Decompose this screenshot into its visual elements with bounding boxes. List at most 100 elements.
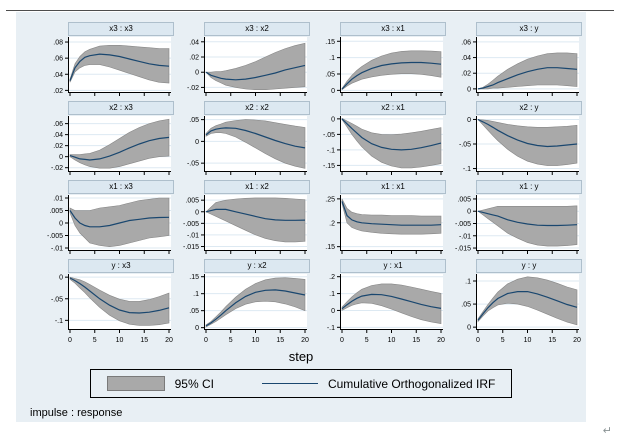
ci-swatch (106, 376, 165, 391)
y-tick-label: .005 (185, 198, 199, 205)
subplot-canvas: -.015 -.01 -.005 0 .005 (183, 195, 307, 254)
subplot-canvas: -.02 0 .02 .04 (187, 37, 307, 96)
y-tick-label: .01 (53, 196, 63, 203)
y-tick-label: .05 (325, 72, 335, 79)
y-tick-label: 0 (195, 139, 199, 146)
y-tick-label: -.05 (323, 132, 335, 139)
y-tick-label: -.05 (459, 142, 471, 149)
paragraph-return-mark: ↵ (602, 425, 612, 437)
y-tick-label: .06 (53, 56, 63, 63)
subplot-title: y : x2 (204, 259, 310, 273)
x-tick-label: 0 (204, 337, 208, 344)
y-tick-label: .06 (53, 121, 63, 128)
y-tick-label: -.01 (459, 233, 471, 240)
subplot-canvas: -.01 -.005 0 .005 .01 (47, 195, 171, 254)
ci-band (477, 52, 578, 90)
irf-subplot: x2 : x1 -.15 -.1 -.05 0 (314, 101, 446, 176)
x-tick-label: 0 (476, 337, 480, 344)
subplot-title: x3 : x2 (204, 22, 310, 36)
irf-grid: x3 : x3.02.04.06.08 x3 : x2 -.02 0.02.04 x3 … (16, 12, 586, 346)
y-tick-label: -.05 (51, 296, 63, 303)
subplot-canvas: -.1 -.05 0 0 5 10 15 20 (51, 274, 173, 344)
irf-line (205, 289, 306, 327)
x-tick-label: 10 (524, 337, 532, 344)
irf-line (341, 201, 442, 226)
x-tick-label: 20 (165, 337, 173, 344)
irf-line (477, 67, 578, 90)
irf-line (69, 277, 170, 314)
subplot-title: y : y (476, 259, 582, 273)
y-tick-label: .02 (53, 143, 63, 150)
y-tick-label: .1 (193, 291, 199, 298)
subplot-title: x2 : y (476, 101, 582, 115)
x-tick-label: 15 (548, 337, 556, 344)
y-tick-label: 0 (331, 116, 335, 123)
subplot-title: x2 : x2 (204, 101, 310, 115)
irf-line (477, 291, 578, 321)
y-tick-label: 0 (59, 154, 63, 161)
x-tick-label: 15 (140, 337, 148, 344)
x-tick-label: 5 (365, 337, 369, 344)
ci-label: 95% CI (174, 376, 214, 391)
y-tick-label: 0 (331, 88, 335, 95)
ci-band (477, 276, 578, 326)
y-tick-label: .04 (189, 39, 199, 46)
irf-line (341, 61, 442, 90)
x-tick-label: 5 (501, 337, 505, 344)
subplot-canvas: .02 .04 .06 .08 (53, 37, 171, 96)
y-tick-label: -.005 (455, 221, 471, 228)
irf-line (477, 210, 578, 227)
subplot-canvas: 0 .02 .04 .06 (461, 37, 579, 96)
y-tick-label: 0 (195, 209, 199, 216)
y-tick-label: .15 (325, 244, 335, 251)
irf-figure: x3 : x3.02.04.06.08 x3 : x2 -.02 0.02.04 x3 … (16, 12, 586, 422)
subplot-title: x2 : x3 (68, 101, 174, 115)
y-tick-label: -.1 (463, 166, 471, 173)
subplot-title: x1 : x3 (68, 180, 174, 194)
y-tick-label: .02 (53, 88, 63, 95)
subplot-canvas: -.15 -.1 -.05 0 (323, 116, 443, 175)
y-tick-label: 0 (195, 325, 199, 332)
x-tick-label: 0 (340, 337, 344, 344)
subplot-canvas: -.02 0 .02 .04 .06 (51, 116, 171, 175)
y-tick-label: -.15 (323, 163, 335, 170)
irf-line (69, 136, 170, 161)
y-tick-label: .1 (465, 279, 471, 286)
irf-line (205, 127, 306, 149)
y-tick-label: .05 (189, 117, 199, 124)
ci-band (69, 276, 170, 326)
y-tick-label: .04 (461, 55, 471, 62)
irf-line (69, 53, 170, 81)
x-tick-label: 10 (388, 337, 396, 344)
subplot-title: x3 : x1 (340, 22, 446, 36)
irf-line (477, 118, 578, 148)
y-tick-label: 0 (467, 86, 471, 93)
irf-line (69, 210, 170, 228)
irf-subplot: x2 : x2 -.05 0 .05 (178, 101, 310, 176)
subplot-title: y : x1 (340, 259, 446, 273)
y-tick-label: -.1 (327, 325, 335, 332)
x-tick-label: 0 (68, 337, 72, 344)
subplot-canvas: -.05 0 .05 (187, 116, 307, 175)
y-tick-label: 0 (59, 221, 63, 228)
y-tick-label: .02 (461, 71, 471, 78)
subplot-title: x1 : x1 (340, 180, 446, 194)
subplot-canvas: .15 .2 .25 (325, 195, 443, 254)
y-tick-label: .15 (189, 274, 199, 281)
ci-band (341, 50, 442, 91)
x-axis-label: step (288, 349, 314, 364)
irf-line-sample (261, 383, 318, 384)
irf-subplot: x1 : x1 .15 .2 .25 (314, 180, 446, 255)
subplot-title: x1 : x2 (204, 180, 310, 194)
y-tick-label: .005 (49, 208, 63, 215)
irf-subplot: x1 : x3 -.01 -.005 0 .005 .01 (42, 180, 174, 255)
irf-subplot: x2 : y -.1 -.05 0 (450, 101, 582, 176)
x-tick-label: 10 (116, 337, 124, 344)
subplot-canvas: -.1 -.05 0 (459, 116, 579, 175)
y-tick-label: -.015 (455, 246, 471, 253)
irf-line (341, 118, 442, 151)
y-tick-label: .25 (325, 196, 335, 203)
irf-subplot: x3 : y 0 .02 .04 .06 (450, 22, 582, 97)
legend: 95% CI Cumulative Orthogonalized IRF (89, 369, 513, 398)
